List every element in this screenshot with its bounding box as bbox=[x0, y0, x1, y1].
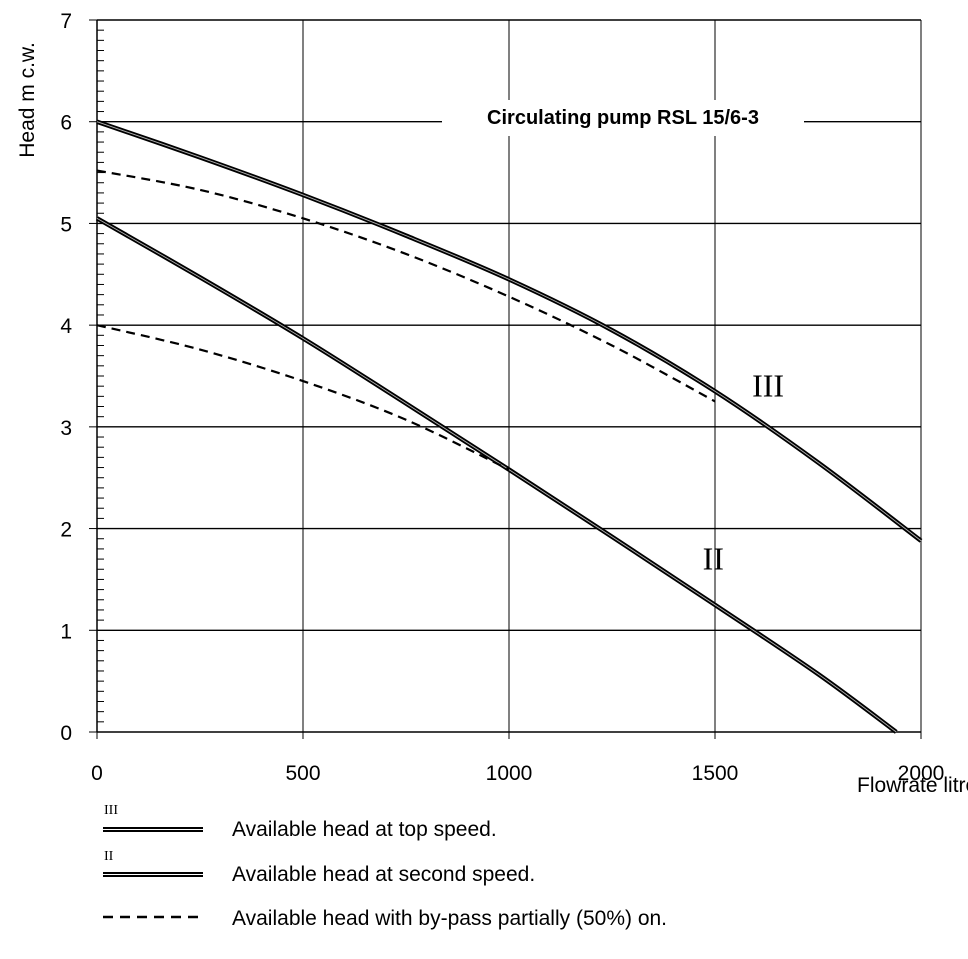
x-axis-title: Flowrate litres/h bbox=[857, 774, 968, 797]
legend-tag-second-speed: II bbox=[104, 849, 114, 864]
y-tick-label: 6 bbox=[60, 112, 72, 135]
legend-item-top-speed: III Available head at top speed. bbox=[103, 803, 497, 841]
y-tick-label: 3 bbox=[60, 417, 72, 440]
x-tick-label: 1000 bbox=[486, 762, 533, 785]
legend-tag-top-speed: III bbox=[104, 803, 118, 818]
y-tick-label: 2 bbox=[60, 519, 72, 542]
curve-label-ii: II bbox=[703, 540, 724, 576]
chart-title: Circulating pump RSL 15/6-3 bbox=[487, 107, 759, 129]
x-tick-label: 0 bbox=[91, 762, 103, 785]
x-tick-label: 1500 bbox=[692, 762, 739, 785]
y-tick-label: 1 bbox=[60, 620, 72, 643]
y-tick-label: 7 bbox=[60, 10, 72, 33]
legend-text-second-speed: Available head at second speed. bbox=[232, 863, 535, 886]
curve-label-iii: III bbox=[752, 367, 784, 403]
y-tick-label: 4 bbox=[60, 315, 72, 338]
series-line-dashed-2 bbox=[97, 171, 715, 402]
legend-item-bypass: Available head with by-pass partially (5… bbox=[103, 907, 667, 930]
y-axis-title: Head m c.w. bbox=[16, 42, 39, 158]
legend-text-bypass: Available head with by-pass partially (5… bbox=[232, 907, 667, 930]
series-line-ii-inner bbox=[97, 218, 896, 732]
legend-item-second-speed: II Available head at second speed. bbox=[103, 849, 535, 886]
series-line-ii bbox=[97, 218, 896, 732]
y-tick-label: 5 bbox=[60, 213, 72, 236]
legend: III Available head at top speed. II Avai… bbox=[103, 803, 667, 930]
legend-text-top-speed: Available head at top speed. bbox=[232, 818, 497, 841]
x-tick-label: 500 bbox=[285, 762, 320, 785]
y-tick-label: 0 bbox=[60, 722, 72, 745]
